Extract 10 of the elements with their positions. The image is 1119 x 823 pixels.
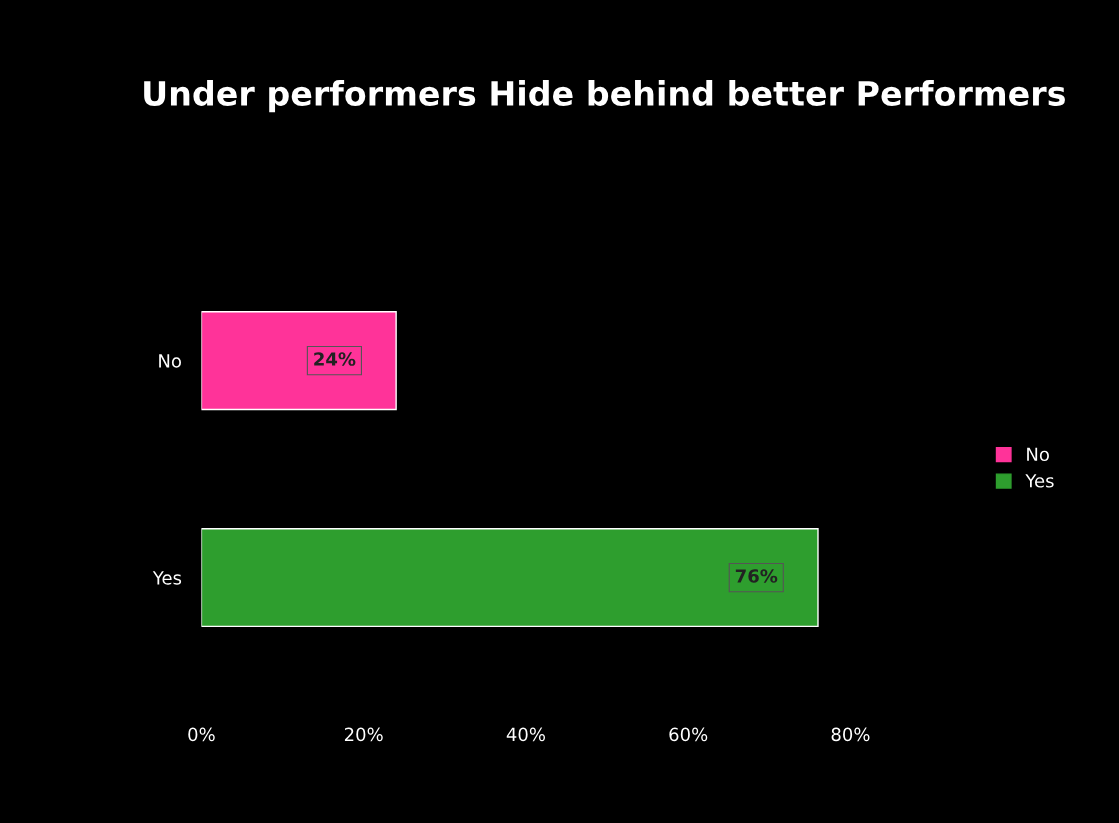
x-tick-label: 60% <box>669 727 708 742</box>
x-tick-label: 0% <box>188 727 215 742</box>
chart-title: Under performers Hide behind better Performers <box>144 80 1065 113</box>
data-label: 24% <box>314 352 356 366</box>
data-label: 76% <box>735 569 778 583</box>
legend-label: Yes <box>1025 474 1054 488</box>
legend-label: No <box>1027 447 1049 462</box>
x-tick-label: 80% <box>831 727 870 742</box>
x-tick-label: 20% <box>344 727 383 742</box>
x-tick-label: 40% <box>506 727 545 742</box>
